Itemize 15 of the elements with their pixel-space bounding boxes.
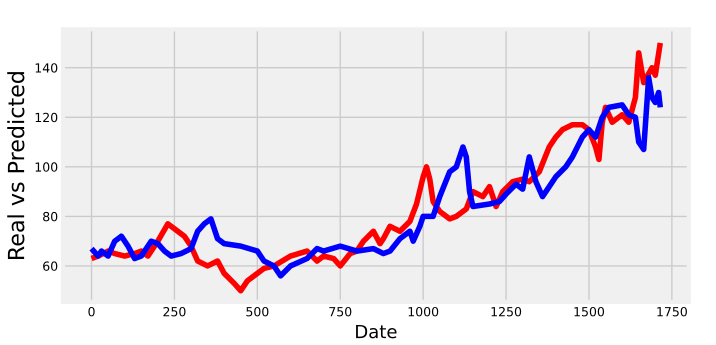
x-tick-label: 750: [329, 306, 352, 316]
x-tick-label: 1000: [408, 306, 438, 316]
x-tick-label: 1250: [492, 306, 522, 316]
y-tick-label: 120: [36, 112, 58, 122]
x-tick-label: 0: [88, 306, 95, 316]
y-axis-title: Real vs Predicted: [7, 72, 24, 259]
y-tick-label: 80: [43, 212, 58, 222]
y-tick-label: 100: [36, 162, 58, 172]
x-tick-label: 1750: [657, 306, 687, 316]
x-tick-label: 250: [163, 306, 186, 316]
y-tick-label: 60: [43, 261, 58, 271]
y-tick-label: 140: [36, 63, 58, 73]
x-axis-title: Date: [356, 324, 397, 338]
x-tick-label: 1500: [574, 306, 604, 316]
x-tick-label: 500: [246, 306, 268, 316]
